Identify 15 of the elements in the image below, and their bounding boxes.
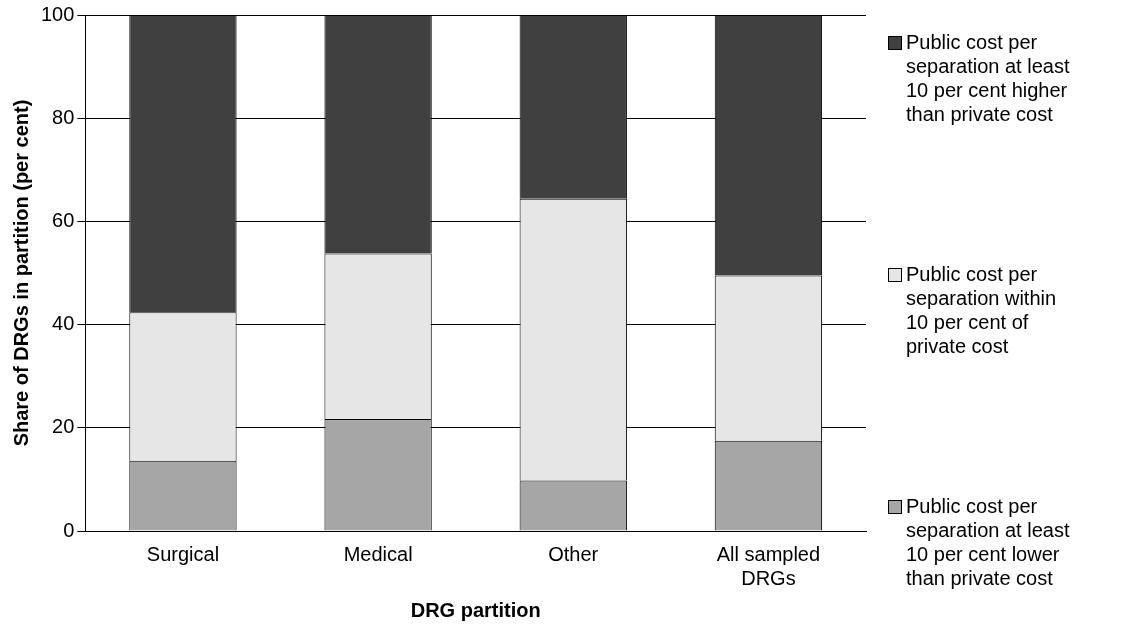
x-axis-title: DRG partition	[410, 598, 541, 621]
x-tick-label: All sampled DRGs	[716, 542, 821, 589]
x-tick-label: Other	[548, 542, 599, 565]
legend-label: Public cost per separation at least 10 per cent lower than private cost	[906, 494, 1071, 590]
y-axis-title: Share of DRGs in partition (per cent)	[9, 99, 32, 447]
legend-label: Public cost per separation within 10 per cent of private cost	[906, 262, 1058, 358]
x-tick-label: Medical	[343, 542, 413, 565]
y-tick-label: 40	[52, 312, 75, 335]
y-tick-label: 60	[52, 208, 75, 231]
y-tick-label: 100	[40, 2, 75, 25]
y-tick-label: 0	[63, 518, 75, 541]
y-tick-label: 20	[52, 415, 75, 438]
legend-label: Public cost per separation at least 10 per cent higher than private cost	[906, 30, 1071, 126]
x-tick-label: Surgical	[146, 542, 220, 565]
y-tick-label: 80	[52, 105, 75, 128]
